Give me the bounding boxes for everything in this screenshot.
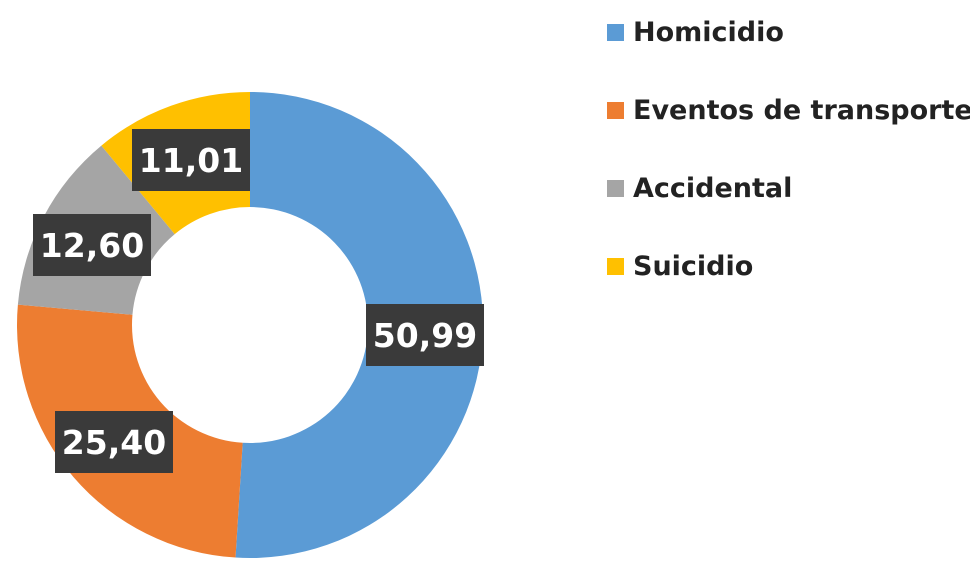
data-label-text: 50,99: [373, 316, 477, 355]
legend-swatch-eventos-de-transporte: [607, 101, 624, 119]
legend-label-eventos-de-transporte: Eventos de transporte: [633, 94, 970, 126]
data-label-text: 11,01: [139, 141, 243, 180]
legend-label-accidental: Accidental: [633, 172, 793, 204]
data-label-eventos-de-transporte: 25,40: [55, 411, 173, 473]
data-label-text: 12,60: [40, 226, 144, 265]
legend-label-homicidio: Homicidio: [633, 16, 784, 48]
data-label-box: [55, 411, 173, 473]
data-label-homicidio: 50,99: [366, 304, 484, 366]
legend-swatch-suicidio: [607, 257, 624, 275]
legend-item-suicidio: Suicidio: [607, 240, 970, 292]
data-label-accidental: 12,60: [33, 214, 151, 276]
donut-slice-homicidio: [235, 92, 484, 558]
data-label-box: [132, 129, 250, 191]
data-label-suicidio: 11,01: [132, 129, 250, 191]
legend-item-eventos-de-transporte: Eventos de transporte: [607, 84, 970, 136]
legend-item-accidental: Accidental: [607, 162, 970, 214]
legend-swatch-accidental: [607, 179, 624, 197]
data-label-text: 25,40: [62, 423, 166, 462]
data-label-box: [366, 304, 484, 366]
legend-item-homicidio: Homicidio: [607, 6, 970, 58]
legend-swatch-homicidio: [607, 23, 624, 41]
data-label-box: [33, 214, 151, 276]
legend-label-suicidio: Suicidio: [633, 250, 754, 282]
legend: Homicidio Eventos de transporte Accident…: [607, 6, 970, 318]
